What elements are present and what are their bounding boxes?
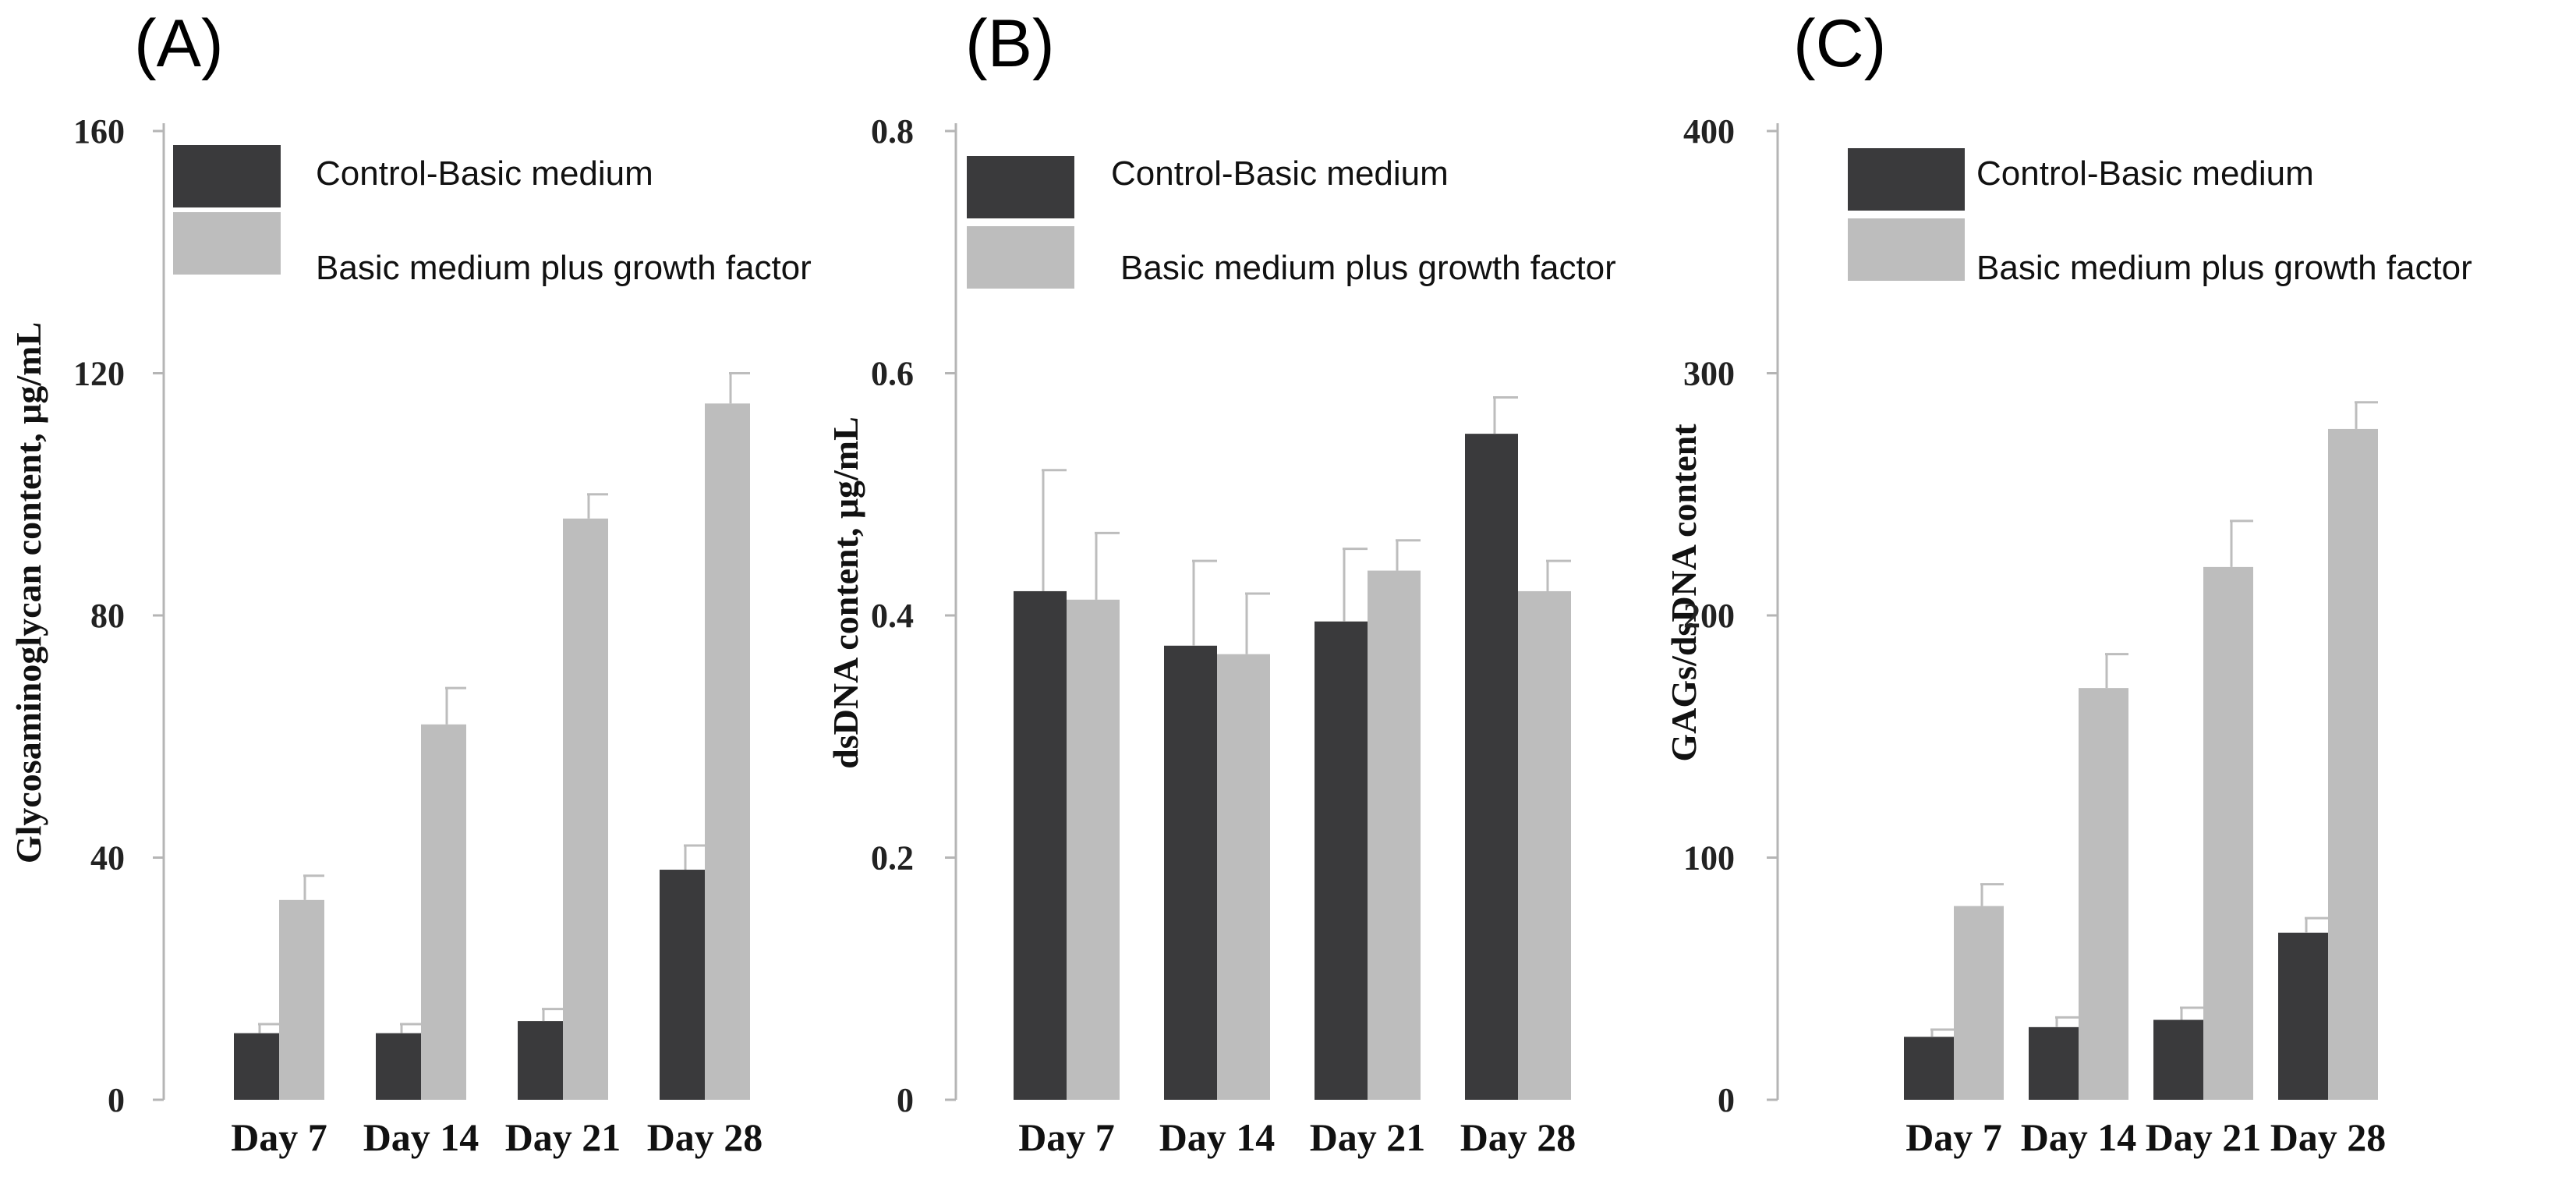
panel-c-bar-control-1 [1904,1037,1954,1100]
panel-a-legend: Control-Basic medium Basic medium plus g… [173,145,812,287]
panel-c: (C) GAGs/dsDNA content 0 100 200 300 400 Day… [1664,6,2472,1159]
panel-b-x-tick-label: Day 14 [1159,1115,1276,1159]
panel-b-bar-growth-4 [1518,590,1571,1100]
panel-c-y-tick-label: 100 [1683,839,1735,877]
panel-a-category-labels: Day 7 Day 14 Day 21 Day 28 [231,1115,763,1159]
panel-a-bars [234,372,750,1100]
panel-a-legend-label-control: Control-Basic medium [316,154,653,193]
panel-c-bar-control-2 [2029,1026,2079,1100]
panel-a-y-tick-label: 120 [73,355,125,393]
panel-b: (B) dsDNA content, μg/mL 0 0.2 0.4 0.6 0.8 D… [826,6,1616,1159]
panel-a-bar-growth-2 [421,724,466,1100]
panel-c-x-tick-label: Day 7 [1905,1115,2002,1159]
panel-a-y-ticks: 0 40 80 120 160 [73,112,164,1119]
panel-a-bar-control-2 [376,1033,421,1100]
panel-b-y-tick-label: 0 [897,1081,914,1119]
panel-a-letter: (A) [134,6,224,81]
panel-c-bar-growth-1 [1954,906,2004,1100]
panel-b-legend-label-growth: Basic medium plus growth factor [1120,249,1616,287]
panel-c-y-tick-label: 0 [1718,1081,1735,1119]
panel-b-letter: (B) [965,6,1055,81]
panel-c-y-axis-title: GAGs/dsDNA content [1664,424,1704,762]
panel-b-y-tick-label: 0.4 [871,597,914,635]
panel-c-category-labels: Day 7 Day 14 Day 21 Day 28 [1905,1115,2386,1159]
panel-a-y-axis-title: Glycosaminoglycan content, μg/mL [9,322,48,863]
panel-b-category-labels: Day 7 Day 14 Day 21 Day 28 [1018,1115,1576,1159]
panel-c-legend-swatch-control [1848,148,1965,211]
panel-a-bar-growth-3 [563,518,608,1100]
panel-a-y-tick-label: 160 [73,112,125,151]
panel-a-y-tick-label: 0 [108,1081,125,1119]
panel-c-bar-growth-3 [2203,566,2253,1100]
panel-b-y-tick-label: 0.2 [871,839,914,877]
panel-b-legend-swatch-control [967,156,1074,218]
panel-b-legend-swatch-growth [967,226,1074,289]
panel-a-x-tick-label: Day 28 [647,1115,763,1159]
panel-c-bar-control-4 [2278,932,2328,1100]
panel-a: (A) Glycosaminoglycan content, μg/mL 0 40… [9,6,812,1159]
panel-b-x-tick-label: Day 21 [1310,1115,1426,1159]
panel-b-y-ticks: 0 0.2 0.4 0.6 0.8 [871,112,956,1119]
panel-b-x-tick-label: Day 7 [1018,1115,1115,1159]
panel-c-y-tick-label: 300 [1683,355,1735,393]
panel-a-x-tick-label: Day 7 [231,1115,327,1159]
panel-b-legend: Control-Basic medium Basic medium plus g… [967,154,1616,289]
panel-c-legend-swatch-growth [1848,218,1965,281]
panel-b-x-tick-label: Day 28 [1460,1115,1576,1159]
panel-a-bar-control-1 [234,1033,279,1100]
panel-a-x-tick-label: Day 21 [505,1115,621,1159]
panel-c-legend: Control-Basic medium Basic medium plus g… [1848,148,2472,287]
panel-b-bar-control-4 [1465,434,1518,1100]
panel-c-bar-growth-2 [2079,688,2128,1100]
panel-a-legend-swatch-growth [173,212,281,275]
panel-b-bar-growth-3 [1368,570,1421,1100]
panel-c-legend-label-control: Control-Basic medium [1976,154,2314,193]
panel-b-bars [1014,396,1571,1100]
panel-b-y-tick-label: 0.8 [871,112,914,151]
panel-b-bar-control-2 [1164,645,1217,1100]
panel-a-bar-control-3 [518,1021,563,1100]
panel-c-bar-growth-4 [2328,428,2378,1100]
panel-a-legend-swatch-control [173,145,281,207]
panel-b-bar-growth-2 [1217,654,1270,1100]
panel-b-bar-control-3 [1315,621,1368,1100]
panel-c-bar-control-3 [2153,1019,2203,1100]
panel-c-y-tick-label: 400 [1683,112,1735,151]
panel-a-y-tick-label: 40 [90,839,125,877]
panel-c-x-tick-label: Day 28 [2270,1115,2387,1159]
panel-b-y-axis-title: dsDNA content, μg/mL [826,417,865,769]
panel-c-legend-label-growth: Basic medium plus growth factor [1976,249,2472,287]
panel-a-x-tick-label: Day 14 [363,1115,479,1159]
panel-b-bar-growth-1 [1067,599,1120,1100]
panel-c-bars [1904,401,2378,1100]
panel-a-bar-control-4 [660,870,705,1100]
panel-a-legend-label-growth: Basic medium plus growth factor [316,249,812,287]
panel-b-y-tick-label: 0.6 [871,355,914,393]
panel-c-y-ticks: 0 100 200 300 400 [1683,112,1778,1119]
panel-c-y-tick-label: 200 [1683,597,1735,635]
panel-a-y-tick-label: 80 [90,597,125,635]
panel-b-legend-label-control: Control-Basic medium [1111,154,1449,193]
panel-a-bar-growth-1 [279,899,324,1100]
panel-c-x-tick-label: Day 21 [2146,1115,2262,1159]
panel-c-x-tick-label: Day 14 [2021,1115,2137,1159]
panel-a-bar-growth-4 [705,403,750,1100]
panel-b-bar-control-1 [1014,590,1067,1100]
panel-c-letter: (C) [1793,6,1886,81]
